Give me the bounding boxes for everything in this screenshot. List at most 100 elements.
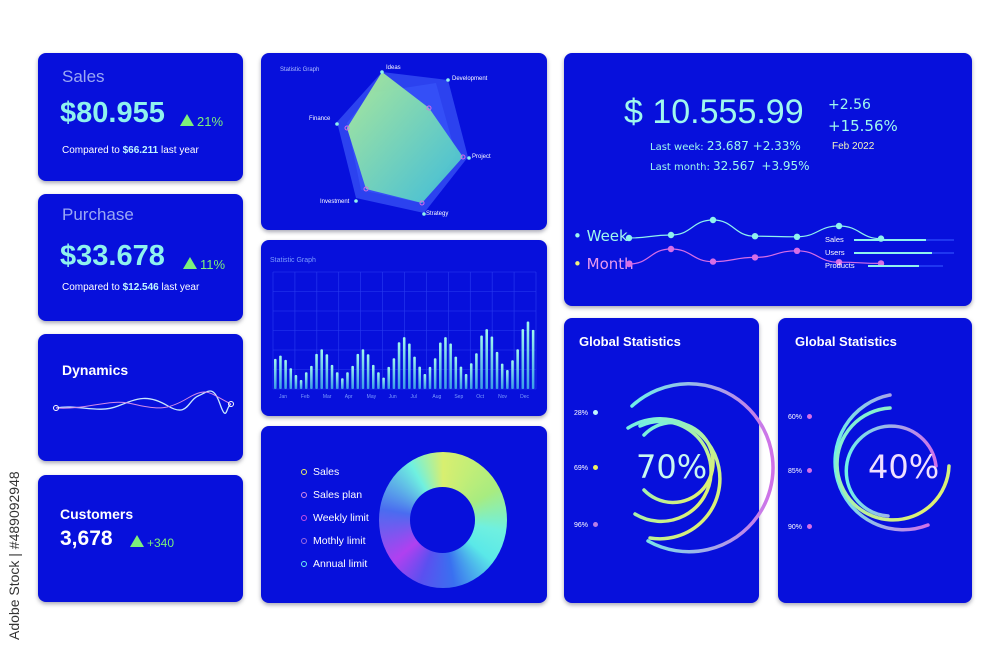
bar: [361, 349, 365, 389]
bar: [526, 321, 530, 389]
stat-item-label: 90%: [788, 524, 803, 531]
week-point: [793, 233, 801, 240]
bar: [490, 336, 494, 389]
bar: [341, 378, 344, 389]
global-stats-title: Global Statistics: [795, 334, 897, 349]
month-point: [793, 247, 801, 254]
bar: [377, 372, 380, 389]
bar: [449, 343, 452, 389]
legend-item: Sales: [301, 466, 339, 478]
month-point: [835, 259, 843, 266]
week-point: [625, 234, 633, 242]
summary-delta-pct: +15.56%: [828, 117, 898, 135]
sales-title: Sales: [62, 67, 105, 86]
up-arrow-icon: [180, 114, 194, 126]
sales-value: $80.955: [60, 97, 165, 129]
bar: [346, 372, 349, 389]
stat-dot-icon: [592, 465, 598, 470]
bar: [475, 353, 478, 389]
meter-track: [854, 252, 954, 254]
week-point: [835, 222, 843, 230]
month-point: [709, 258, 717, 265]
last-week: Last week: 23.687 +2.33%: [650, 139, 801, 153]
radar-card: Statistic Graph Ideas Development Projec…: [261, 53, 547, 230]
radar-title: Statistic Graph: [280, 67, 320, 73]
compare-prefix: Compared to: [62, 282, 120, 293]
summary-period: Feb 2022: [832, 141, 875, 152]
bar: [387, 366, 391, 389]
bar: [500, 363, 504, 389]
bar: [444, 337, 447, 389]
bar: [351, 365, 354, 389]
month-tick-label: Feb: [301, 394, 310, 400]
up-arrow-icon: [183, 257, 197, 269]
bar: [335, 372, 339, 389]
stat-item: 96%: [574, 522, 598, 529]
bar: [423, 373, 427, 389]
bar: [392, 358, 396, 389]
bar: [464, 373, 468, 389]
bar: [521, 329, 525, 389]
bar-chart-title: Statistic Graph: [270, 257, 316, 264]
stat-item-label: 85%: [788, 468, 803, 475]
radar-axis-investment: Investment: [320, 199, 350, 205]
summary-amount: $ 10.555.99: [624, 93, 804, 131]
global-stats-card-1: Global Statistics 28% 69% 96% 70%: [564, 318, 775, 603]
legend-item: Weekly limit: [301, 512, 369, 524]
last-week-value: 23.687 +2.33%: [706, 139, 801, 153]
bar: [413, 356, 416, 389]
radar-axis-finance: Finance: [309, 116, 331, 122]
last-month: Last month: 32.567 +3.95%: [650, 159, 810, 173]
radar-data: [347, 72, 463, 203]
radar-axis-development: Development: [452, 76, 488, 82]
bar: [289, 368, 293, 389]
bar: [428, 366, 432, 389]
summary-delta-abs: +2.56: [828, 97, 871, 113]
bar: [511, 360, 514, 389]
bar: [408, 343, 411, 389]
meter-fill: [854, 239, 926, 241]
month-tick-label: Mar: [323, 394, 332, 400]
bar: [516, 349, 519, 389]
bar: [433, 358, 437, 389]
month-tick-label: Dec: [520, 394, 529, 400]
bar: [469, 363, 473, 389]
purchase-change-value: 11%: [200, 257, 226, 272]
bar: [506, 369, 509, 389]
stat-item: 60%: [788, 414, 812, 421]
global-stats-card-2: Global Statistics 60% 85% 90% 40%: [778, 318, 972, 603]
month-tick-label: Apr: [345, 394, 353, 400]
meter-label: Sales: [825, 235, 844, 244]
month-tick-label: Aug: [432, 394, 441, 400]
meter-products: Products: [825, 261, 965, 270]
purchase-compare: Compared to $12.546 last year: [62, 282, 199, 293]
month-point: [667, 245, 675, 253]
month-tick-label: Jul: [411, 394, 417, 400]
bar: [299, 379, 303, 389]
meter-sales: Sales: [825, 235, 965, 244]
last-month-label: Last month:: [650, 162, 710, 173]
radial-rings-1: [626, 381, 775, 554]
radar-axis-ideas: Ideas: [386, 65, 401, 71]
compare-suffix: last year: [161, 282, 200, 293]
meter-label: Products: [825, 261, 855, 270]
purchase-card: Purchase $33.678 11% Compared to $12.546…: [38, 194, 243, 321]
legend-item: Sales plan: [301, 489, 362, 501]
meter-fill: [854, 252, 932, 254]
stat-dot-icon: [806, 414, 812, 419]
bar: [480, 335, 483, 389]
watermark: Adobe Stock | #489092948: [6, 471, 22, 640]
global-stats-center-value: 40%: [868, 448, 940, 486]
month-point: [751, 254, 759, 261]
last-month-pct: +3.95%: [761, 159, 810, 173]
bar: [330, 364, 334, 389]
stat-item-label: 28%: [574, 410, 589, 417]
stat-item: 85%: [788, 468, 812, 475]
bar: [382, 377, 385, 389]
month-legend: • Month: [573, 255, 634, 273]
bar-chart: Jan Feb Mar Apr May Jun Jul Aug Sep Oct Nov Dec: [272, 271, 537, 400]
bar: [320, 349, 323, 389]
bar: [439, 342, 442, 389]
dynamics-sparkline: [53, 390, 234, 414]
purchase-change: 11%: [183, 257, 225, 272]
